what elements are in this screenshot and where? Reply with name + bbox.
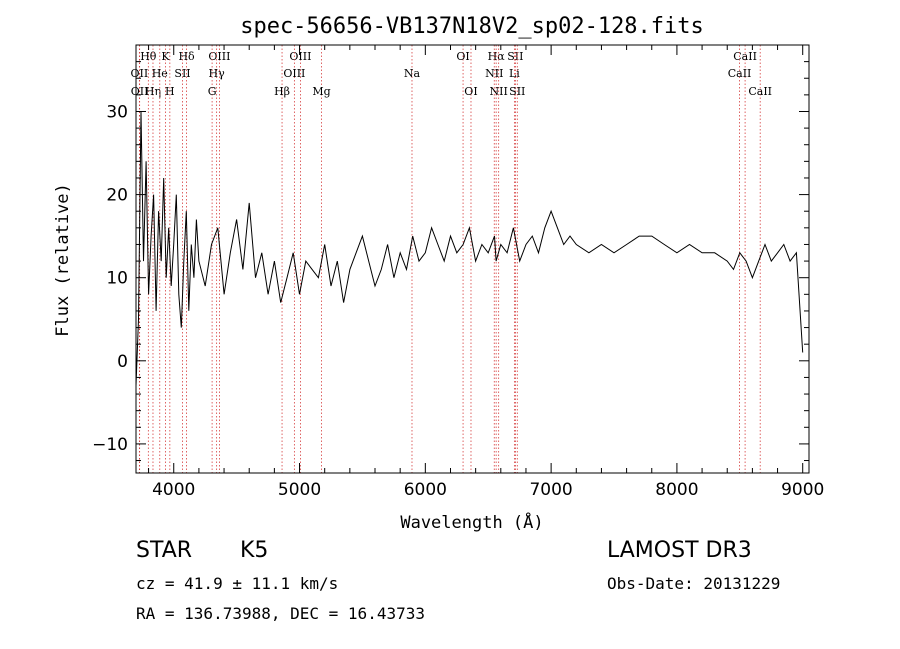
spectrum-line — [135, 111, 804, 386]
y-tick-label: 20 — [106, 186, 128, 206]
redshift-velocity: cz = 41.9 ± 11.1 km/s — [136, 574, 339, 593]
line-marker-label: OIII — [289, 50, 311, 63]
line-marker-label: Hγ — [209, 67, 226, 80]
plot-frame — [135, 44, 810, 474]
y-tick-label: 10 — [106, 269, 128, 289]
axis-ticks: 4000 5000 6000 7000 8000 9000 −10 0 10 20 30 — [92, 45, 824, 500]
line-marker-label: Hθ — [140, 50, 157, 63]
line-marker-label: SII — [174, 67, 190, 80]
line-marker-label: G — [208, 85, 217, 98]
line-marker-label: K — [161, 50, 170, 63]
line-marker-label: NII — [485, 67, 503, 80]
line-marker-label: OIII — [208, 50, 230, 63]
line-marker-label: H — [165, 85, 175, 98]
line-marker-label: Na — [404, 67, 421, 80]
line-marker-label: Hδ — [178, 50, 195, 63]
x-axis-label: Wavelength (Å) — [400, 511, 543, 533]
line-marker-label: CaII — [733, 50, 757, 63]
line-marker-label: OIII — [283, 67, 305, 80]
line-marker-label: Mg — [312, 85, 330, 98]
line-marker-label: SII — [507, 50, 523, 63]
y-axis-label: Flux (relative) — [53, 183, 73, 337]
line-marker-label: NII — [490, 85, 508, 98]
x-tick-label: 7000 — [529, 480, 572, 500]
observation-date: Obs-Date: 20131229 — [607, 574, 781, 593]
x-tick-label: 9000 — [781, 480, 824, 500]
line-marker-label: CaII — [748, 85, 772, 98]
object-subclass: K5 — [240, 538, 269, 563]
line-marker-label: Hη — [145, 85, 161, 98]
line-marker-label: Hα — [488, 50, 506, 63]
line-marker-label: SII — [509, 85, 525, 98]
object-class: STAR — [136, 538, 193, 563]
x-tick-label: 5000 — [278, 480, 321, 500]
coordinates: RA = 136.73988, DEC = 16.43733 — [136, 604, 425, 623]
line-marker-label: CaII — [728, 67, 752, 80]
line-marker-label: OI — [464, 85, 477, 98]
line-marker-label: Hβ — [274, 85, 290, 98]
y-tick-label: 0 — [117, 352, 128, 372]
chart-title: spec-56656-VB137N18V2_sp02-128.fits — [240, 14, 704, 39]
x-tick-label: 8000 — [655, 480, 698, 500]
line-marker-label: Li — [509, 67, 520, 80]
y-tick-label: −10 — [92, 435, 128, 455]
x-tick-label: 4000 — [152, 480, 195, 500]
survey-name: LAMOST DR3 — [607, 538, 752, 563]
line-marker-label: OI — [456, 50, 469, 63]
line-marker-label: OII — [131, 85, 149, 98]
x-tick-label: 6000 — [404, 480, 447, 500]
y-tick-label: 30 — [106, 102, 128, 122]
line-marker-label: He — [152, 67, 168, 80]
